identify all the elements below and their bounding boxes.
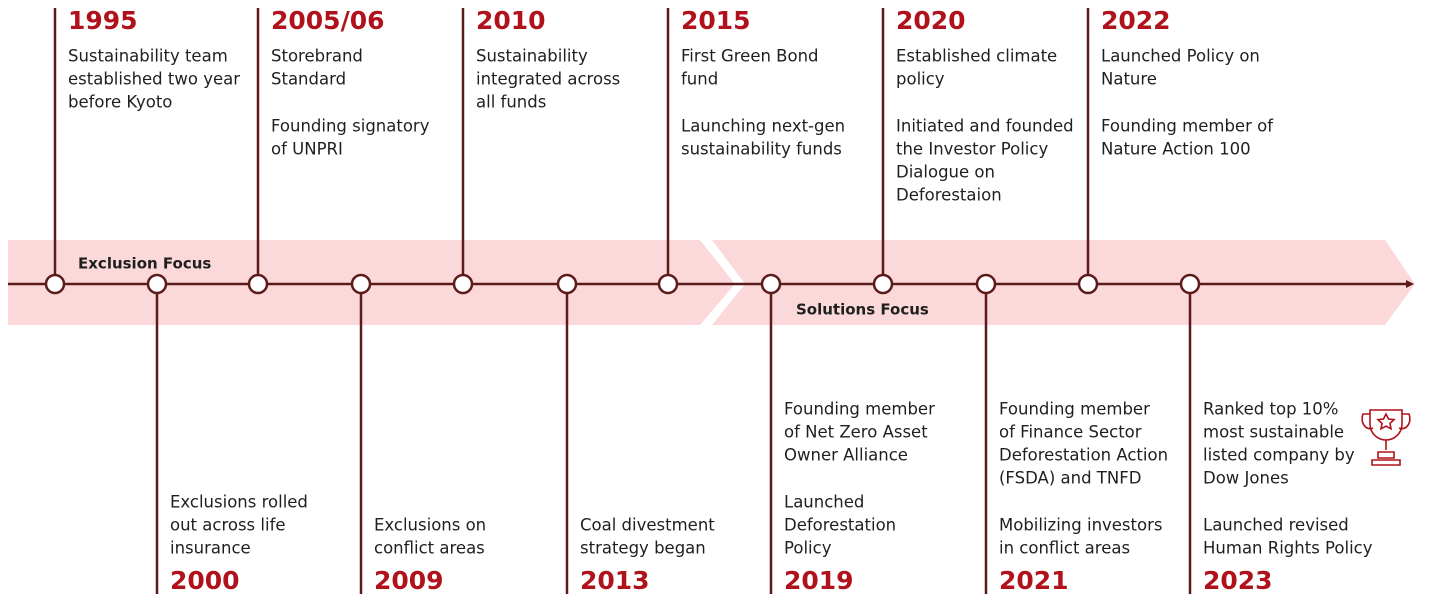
event-text: of Finance Sector — [999, 423, 1142, 442]
event-text: insurance — [170, 539, 251, 558]
event-year: 2023 — [1203, 566, 1273, 595]
event-text: Launched — [784, 493, 864, 512]
event-text: Dialogue on — [896, 163, 995, 182]
event-dot — [556, 273, 578, 295]
band-exclusion — [8, 240, 735, 325]
event-text: (FSDA) and TNFD — [999, 469, 1141, 488]
event-text: Human Rights Policy — [1203, 539, 1373, 558]
event-dot — [44, 273, 66, 295]
event-text: Deforestation Action — [999, 446, 1168, 465]
event-text: Nature — [1101, 70, 1157, 89]
event-text: Founding member — [784, 400, 935, 419]
event-year: 2010 — [476, 6, 546, 35]
event-dot — [146, 273, 168, 295]
event-year: 2021 — [999, 566, 1069, 595]
event-text: strategy began — [580, 539, 706, 558]
event-text: Founding signatory — [271, 117, 430, 136]
event-text: before Kyoto — [68, 93, 172, 112]
event-dot — [975, 273, 997, 295]
trophy-icon — [1361, 409, 1411, 466]
event-year: 2009 — [374, 566, 444, 595]
event-year: 2022 — [1101, 6, 1171, 35]
event-text: Launching next-gen — [681, 117, 845, 136]
event-text: integrated across — [476, 70, 620, 89]
event-dot — [452, 273, 474, 295]
event-dot — [872, 273, 894, 295]
event-year: 1995 — [68, 6, 138, 35]
event-text: Sustainability — [476, 47, 588, 66]
event-text: Sustainability team — [68, 47, 228, 66]
event-text: conflict areas — [374, 539, 485, 558]
event-text: of Net Zero Asset — [784, 423, 928, 442]
event-text: Deforestation — [784, 516, 896, 535]
event-text: Established climate — [896, 47, 1057, 66]
event-text: sustainability funds — [681, 140, 842, 159]
event-text: Policy — [784, 539, 832, 558]
event-text: all funds — [476, 93, 546, 112]
event-text: most sustainable — [1203, 423, 1344, 442]
band-label: Solutions Focus — [796, 301, 929, 319]
event-text: Mobilizing investors — [999, 516, 1162, 535]
event-text: First Green Bond — [681, 47, 819, 66]
event-dot — [1077, 273, 1099, 295]
event-dot — [247, 273, 269, 295]
band-solutions — [712, 240, 1415, 325]
event-dot — [1179, 273, 1201, 295]
event-year: 2013 — [580, 566, 650, 595]
event-year: 2020 — [896, 6, 966, 35]
event-text: fund — [681, 70, 718, 89]
event-dot — [350, 273, 372, 295]
event-year: 2005/06 — [271, 6, 385, 35]
event-text: Owner Alliance — [784, 446, 908, 465]
event-text: Launched Policy on — [1101, 47, 1260, 66]
event-text: Ranked top 10% — [1203, 400, 1338, 419]
event-text: Nature Action 100 — [1101, 140, 1251, 159]
event-text: Exclusions on — [374, 516, 486, 535]
event-text: policy — [896, 70, 945, 89]
event-text: Founding member — [999, 400, 1150, 419]
event-text: the Investor Policy — [896, 140, 1048, 159]
event-text: out across life — [170, 516, 286, 535]
event-text: in conflict areas — [999, 539, 1130, 558]
event-text: Dow Jones — [1203, 469, 1289, 488]
event-text: Standard — [271, 70, 346, 89]
event-text: Deforestaion — [896, 186, 1002, 205]
event-text: Coal divestment — [580, 516, 715, 535]
event-dot — [657, 273, 679, 295]
event-text: Founding member of — [1101, 117, 1274, 136]
arrow-head — [1406, 280, 1414, 288]
event-text: established two year — [68, 70, 240, 89]
event-text: Exclusions rolled — [170, 493, 308, 512]
band-label: Exclusion Focus — [78, 255, 211, 273]
event-text: of UNPRI — [271, 140, 343, 159]
event-text: listed company by — [1203, 446, 1355, 465]
event-text: Initiated and founded — [896, 117, 1074, 136]
event-year: 2019 — [784, 566, 854, 595]
event-year: 2015 — [681, 6, 751, 35]
event-dot — [760, 273, 782, 295]
event-year: 2000 — [170, 566, 240, 595]
event-text: Storebrand — [271, 47, 363, 66]
event-text: Launched revised — [1203, 516, 1349, 535]
